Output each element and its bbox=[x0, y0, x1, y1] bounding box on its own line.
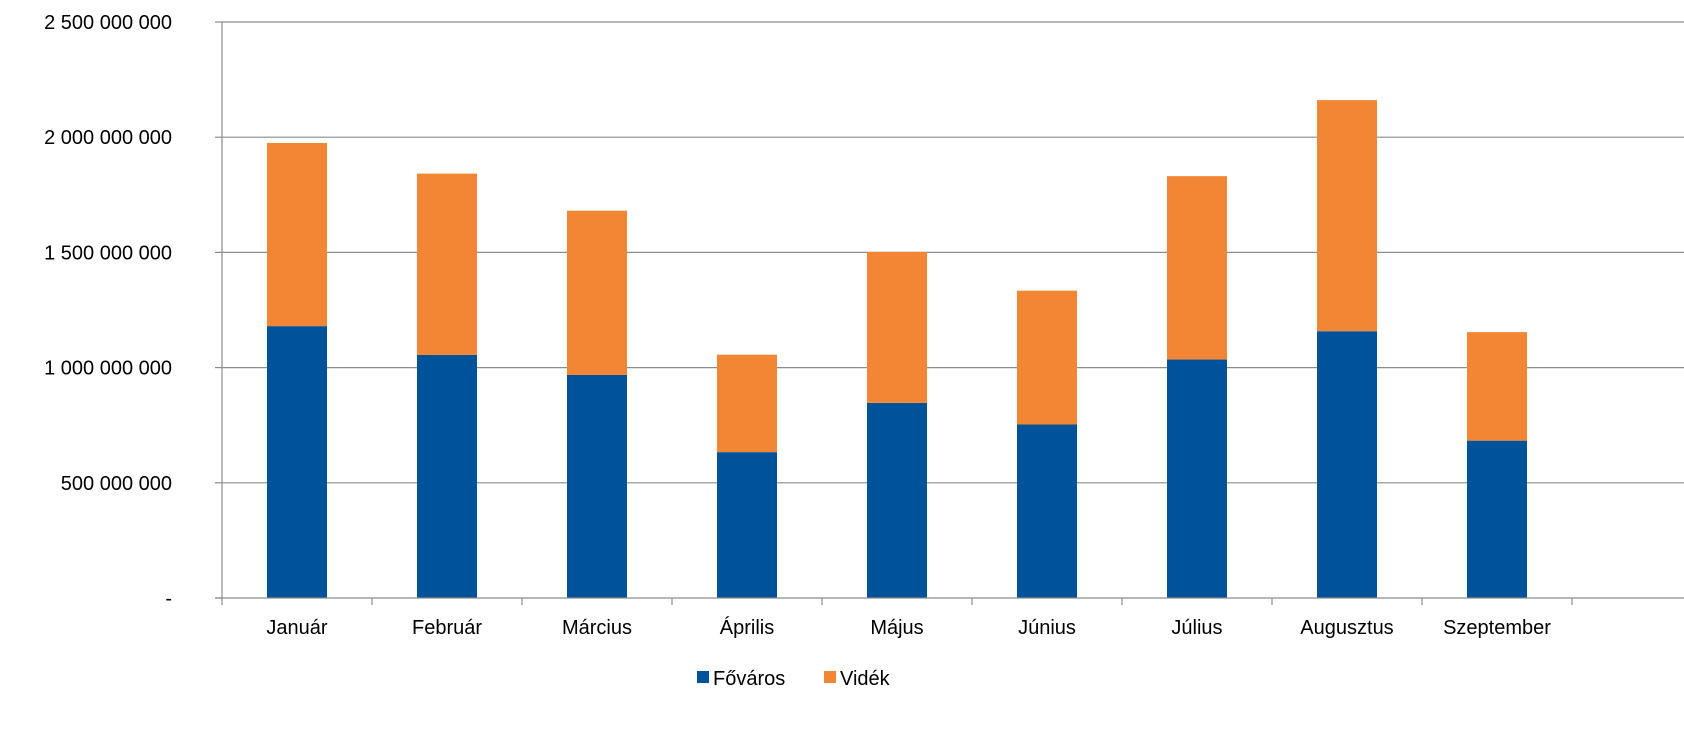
x-tick-label: Január bbox=[266, 617, 327, 639]
y-tick-label: 2 000 000 000 bbox=[44, 127, 172, 149]
x-tick-label: Július bbox=[1171, 617, 1222, 639]
bar-vid-k bbox=[717, 354, 777, 453]
x-tick-label: Április bbox=[720, 616, 774, 639]
bar-vid-k bbox=[1017, 290, 1077, 425]
bar-vid-k bbox=[1467, 332, 1527, 441]
bar-f-v-ros bbox=[1317, 331, 1377, 598]
legend-swatch bbox=[697, 671, 709, 683]
y-tick-label: 1 500 000 000 bbox=[44, 242, 172, 264]
bar-f-v-ros bbox=[717, 452, 777, 598]
bar-vid-k bbox=[567, 210, 627, 375]
axes bbox=[215, 21, 1684, 605]
legend: Főváros Vidék bbox=[697, 668, 891, 690]
x-tick-label: Szeptember bbox=[1443, 617, 1551, 639]
x-tick-label: Május bbox=[870, 617, 923, 639]
legend-label: Vidék bbox=[840, 668, 891, 690]
bar-f-v-ros bbox=[867, 402, 927, 598]
y-tick-label: - bbox=[165, 588, 172, 610]
y-tick-label: 500 000 000 bbox=[61, 473, 172, 495]
bar-vid-k bbox=[417, 173, 477, 355]
bar-vid-k bbox=[867, 251, 927, 403]
legend-label: Főváros bbox=[713, 668, 785, 690]
bar-vid-k bbox=[1167, 176, 1227, 360]
bar-f-v-ros bbox=[1017, 424, 1077, 598]
bar-vid-k bbox=[1317, 100, 1377, 332]
bars bbox=[267, 100, 1527, 598]
bar-f-v-ros bbox=[1467, 440, 1527, 598]
y-tick-label: 2 500 000 000 bbox=[44, 12, 172, 34]
y-tick-label: 1 000 000 000 bbox=[44, 358, 172, 380]
x-tick-label: Augusztus bbox=[1300, 617, 1393, 639]
legend-swatch bbox=[824, 671, 836, 683]
bar-f-v-ros bbox=[1167, 359, 1227, 598]
x-tick-label: Március bbox=[562, 617, 632, 639]
bar-f-v-ros bbox=[267, 326, 327, 598]
y-axis-labels: - 500 000 000 1 000 000 000 1 500 000 000 2 … bbox=[44, 12, 172, 610]
x-tick-label: Június bbox=[1018, 617, 1076, 639]
x-tick-label: Február bbox=[412, 617, 482, 639]
bar-vid-k bbox=[267, 142, 327, 327]
bar-f-v-ros bbox=[417, 354, 477, 598]
x-axis-labels: Január Február Március Április Május Június Jú… bbox=[266, 616, 1551, 639]
bar-f-v-ros bbox=[567, 374, 627, 598]
